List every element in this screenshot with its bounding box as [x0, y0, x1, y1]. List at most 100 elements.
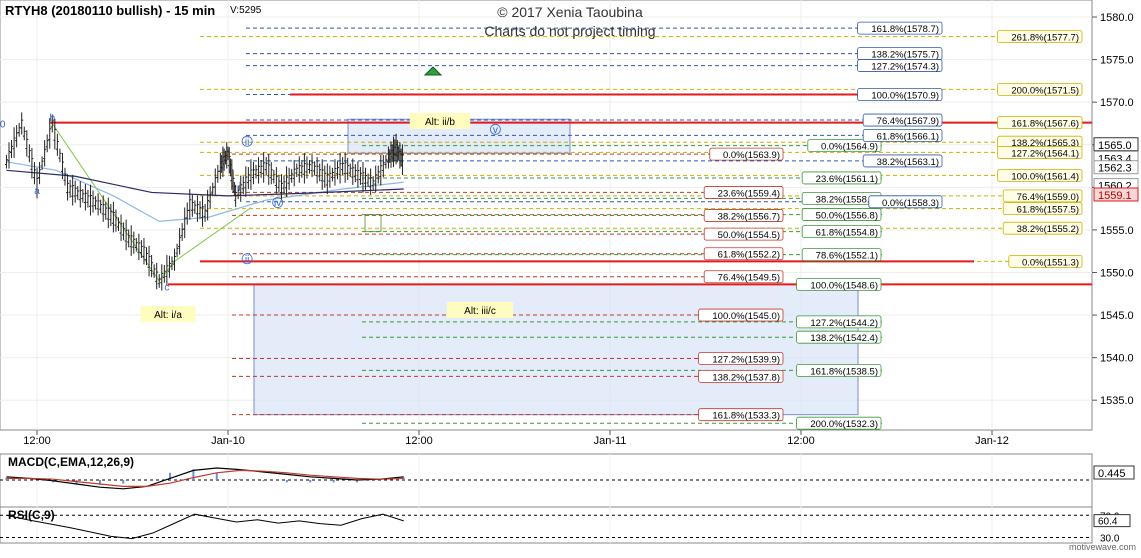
wave-label: iv — [274, 198, 281, 209]
fib-right-label: 200.0%(1571.5) — [997, 83, 1083, 96]
rsi-line — [6, 513, 404, 540]
fib-left-label-text: 161.8%(1533.3) — [712, 411, 780, 422]
price-tick-label: 1545.0 — [1100, 310, 1134, 322]
fib-left-label-text: 138.2%(1537.8) — [712, 372, 780, 383]
fib-blue-label: 61.8%(1566.1) — [862, 128, 943, 142]
wave-label: a — [34, 186, 40, 197]
fib-blue-label-box — [862, 154, 943, 168]
fib-blue-label-text: 61.8%(1566.1) — [877, 131, 939, 142]
fib-right-label-box — [1002, 189, 1083, 203]
fib-mid-label-box — [801, 171, 882, 185]
wave-label: 0 — [0, 120, 6, 131]
price-panel-border — [0, 0, 1093, 431]
watermark: motivewave.com — [1069, 542, 1136, 552]
fib-blue-label: 138.2%(1575.7) — [857, 47, 943, 61]
fib-left-label: 127.2%(1539.9) — [698, 352, 784, 365]
fib-right-label-box — [997, 169, 1083, 182]
price-tag-label: 1565.0 — [1098, 140, 1132, 152]
fib-right-label-box — [997, 146, 1083, 159]
fib-blue-label-text: 161.8%(1578.7) — [871, 24, 939, 35]
fib-blue-label-text: 0.0%(1558.3) — [882, 198, 939, 209]
annotation-box — [447, 302, 513, 318]
fib-blue-label-box — [857, 88, 943, 101]
fib-right-label: 100.0%(1561.4) — [997, 169, 1083, 182]
fib-left-label-box — [698, 369, 784, 383]
fib-mid-label-box — [801, 208, 882, 221]
fib-mid-label: 0.0%(1564.9) — [807, 139, 882, 153]
fib-left-label-box — [703, 270, 784, 284]
rsi-value-text: 60.4 — [1098, 517, 1118, 528]
axis-layer: 1535.01540.01545.01550.01555.01560.01565… — [23, 12, 1139, 544]
fib-mid-label-box — [796, 315, 882, 329]
fib-right-label-text: 0.0%(1551.3) — [1022, 257, 1079, 268]
fib-blue-label-text: 100.0%(1570.9) — [871, 91, 939, 102]
fib-left-label-text: 76.4%(1549.5) — [718, 273, 780, 284]
fib-left-label-text: 127.2%(1539.9) — [712, 354, 780, 365]
fib-mid-label: 138.2%(1542.4) — [796, 330, 882, 344]
fib-mid-label: 23.6%(1561.1) — [801, 171, 882, 185]
price-tag-box — [1093, 137, 1139, 152]
fib-left-label-box — [698, 308, 784, 322]
fib-blue-label-text: 76.4%(1567.9) — [877, 116, 939, 127]
fib-left-label: 0.0%(1563.9) — [709, 147, 784, 161]
fib-mid-label-text: 38.2%(1558.7) — [816, 194, 878, 205]
fib-mid-label: 100.0%(1548.6) — [796, 277, 882, 291]
macd-line — [6, 467, 404, 490]
time-tick-label: Jan-10 — [211, 435, 245, 447]
fib-mid-label-box — [801, 225, 882, 239]
copyright-text: © 2017 Xenia Taoubina — [497, 4, 643, 20]
annotation-text: Alt: ii/b — [425, 117, 455, 128]
timing-note: Charts do not project timing — [484, 23, 655, 39]
fib-right-label-text: 161.8%(1567.6) — [1011, 119, 1079, 130]
fib-left-label: 23.6%(1559.4) — [703, 186, 784, 199]
fib-mid-label-text: 200.0%(1532.3) — [810, 419, 878, 430]
fib-left-label-box — [703, 186, 784, 199]
price-tag: 1559.1 — [1093, 187, 1139, 202]
symbol-title: RTYH8 (20180110 bullish) - 15 min — [5, 3, 215, 18]
fib-right-label-box — [997, 116, 1083, 130]
projection-box-lower — [253, 283, 859, 416]
fib-right-label-text: 38.2%(1555.2) — [1017, 224, 1079, 235]
moving-average-fast — [6, 161, 404, 222]
price-tick-label: 1540.0 — [1100, 353, 1134, 365]
macd-value-text: 0.445 — [1098, 468, 1126, 480]
fib-blue-label-text: 138.2%(1575.7) — [871, 50, 939, 61]
fib-right-label-box — [997, 83, 1083, 96]
macd-value-box — [1093, 465, 1135, 480]
fib-right-label-text: 138.2%(1565.3) — [1011, 138, 1079, 149]
fib-left-label-box — [698, 408, 784, 422]
fib-left-label-text: 61.8%(1552.2) — [718, 250, 780, 261]
alt-count-annotation: Alt: ii/b — [409, 113, 471, 129]
wave-label-circle — [241, 135, 253, 147]
fib-mid-label-box — [796, 277, 882, 291]
fib-mid-label-text: 127.2%(1544.2) — [810, 318, 878, 329]
fib-left-label-box — [703, 227, 784, 241]
fib-left-label: 61.8%(1552.2) — [703, 247, 784, 261]
wave-label: ii — [245, 254, 249, 265]
fib-right-label-box — [1002, 221, 1083, 235]
wave-label: v — [493, 125, 498, 136]
price-tick-label: 1570.0 — [1100, 97, 1134, 109]
fib-right-label: 38.2%(1555.2) — [1002, 221, 1083, 235]
fib-blue-label: 100.0%(1570.9) — [857, 88, 943, 102]
price-tick-label: 1575.0 — [1100, 55, 1134, 67]
fib-right-label-text: 127.2%(1564.1) — [1011, 148, 1079, 159]
price-tick-label: 1580.0 — [1100, 12, 1134, 24]
fib-blue-label-text: 127.2%(1574.3) — [871, 62, 939, 73]
price-tick-label: 1535.0 — [1100, 395, 1134, 407]
fib-mid-label-text: 78.6%(1552.1) — [816, 251, 878, 262]
time-tick-label: Jan-12 — [975, 435, 1009, 447]
price-tag-box — [1093, 187, 1139, 202]
rsi-panel-border — [0, 506, 1093, 544]
fib-left-label: 161.8%(1533.3) — [698, 408, 784, 422]
fib-mid-label-text: 23.6%(1561.1) — [816, 174, 878, 185]
price-tag-label: 1559.1 — [1098, 190, 1132, 202]
fib-left-label-text: 23.6%(1559.4) — [718, 188, 780, 199]
fib-mid-label: 127.2%(1544.2) — [796, 315, 882, 329]
fib-mid-label-box — [796, 416, 882, 430]
wave-label: c — [164, 282, 169, 293]
fib-left-label: 138.2%(1537.8) — [698, 369, 784, 383]
annotation-box — [140, 306, 196, 322]
fib-blue-label: 76.4%(1567.9) — [862, 113, 943, 127]
